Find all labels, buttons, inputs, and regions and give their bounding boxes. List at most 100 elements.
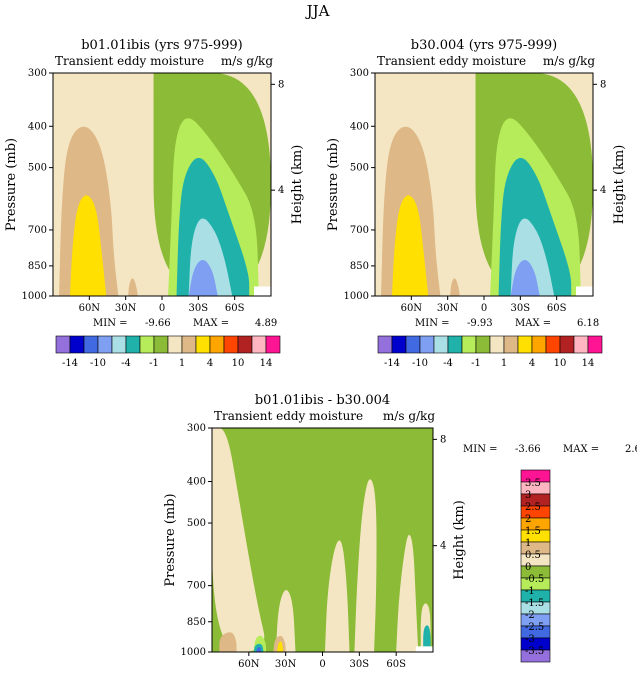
colorbar-swatch (223, 335, 239, 354)
lat-tick-label: 0 (159, 303, 165, 314)
colorbar-label: 2.5 (525, 502, 541, 513)
pressure-tick-label: 300 (187, 423, 206, 434)
negative-patch (423, 625, 431, 652)
lat-tick-label: 30N (115, 303, 137, 314)
panel-subtitle-right: m/s g/kg (543, 54, 595, 68)
lat-tick-label: 30S (189, 303, 209, 314)
colorbar-label: -2.5 (525, 622, 544, 633)
panel-subtitle-right: m/s g/kg (383, 409, 435, 423)
colorbar-label: 4 (207, 358, 213, 369)
height-tick-label: 8 (440, 434, 446, 445)
pressure-tick-label: 850 (187, 617, 206, 628)
pressure-tick-label: 400 (187, 477, 206, 488)
colorbar-swatch (55, 335, 71, 354)
colorbar-label: 3 (525, 490, 531, 501)
colorbar-swatch (139, 335, 155, 354)
contour-band-tan-small (128, 278, 138, 296)
min-value: -9.93 (467, 318, 493, 329)
colorbar-swatch (419, 335, 435, 354)
max-label: MAX = (515, 318, 551, 329)
colorbar-swatch (97, 335, 113, 354)
pressure-tick-label: 700 (28, 225, 47, 236)
colorbar-label: 10 (554, 358, 567, 369)
positive-field-north (212, 428, 265, 652)
lat-tick-label: 60S (386, 659, 406, 670)
panel-bottom: 300 400 500 700 850 1000 8 4 60N 30N 0 30S 60S Pressu… (163, 393, 637, 670)
colorbar-swatch (195, 335, 211, 354)
min-value: -3.66 (515, 444, 541, 455)
lat-tick-label: 60S (225, 303, 245, 314)
colorbar-swatch (587, 335, 603, 354)
colorbar-label: 1 (179, 358, 185, 369)
colorbar-label: 1 (501, 358, 507, 369)
colorbar-label: -0.5 (525, 574, 544, 585)
colorbar-swatch (265, 335, 281, 354)
height-tick-label: 8 (278, 79, 284, 90)
colorbar-swatch (391, 335, 407, 354)
contour-band-gold (69, 195, 107, 296)
colorbar-label: -10 (412, 358, 428, 369)
lat-tick-label: 60S (547, 303, 567, 314)
lat-tick-label: 0 (319, 659, 325, 670)
missing-data (415, 646, 433, 652)
pressure-tick-label: 700 (350, 225, 369, 236)
colorbar-label: 1 (525, 538, 531, 549)
colorbar-label: -3.5 (525, 646, 544, 657)
max-value: 4.89 (255, 318, 277, 329)
colorbar-swatch (433, 335, 449, 354)
colorbar-swatch (447, 335, 463, 354)
colorbar-label: -4 (121, 358, 131, 369)
pressure-tick-label: 300 (350, 68, 369, 79)
panel-subtitle-right: m/s g/kg (221, 54, 273, 68)
ylabel-right: Height (km) (290, 145, 305, 225)
pressure-tick-label: 500 (350, 163, 369, 174)
colorbar-swatch (531, 335, 547, 354)
pressure-tick-label: 1000 (181, 647, 206, 658)
max-value: 6.18 (577, 318, 599, 329)
pressure-tick-label: 300 (28, 68, 47, 79)
lat-tick-label: 30N (275, 659, 297, 670)
missing-data (254, 286, 271, 296)
height-tick-label: 4 (600, 185, 606, 196)
colorbar-label: 1.5 (525, 526, 541, 537)
panel-subtitle-left: Transient eddy moisture (214, 409, 363, 423)
ylabel: Pressure (mb) (163, 493, 178, 586)
pressure-tick-label: 1000 (22, 291, 47, 302)
colorbar-swatch (573, 335, 589, 354)
colorbar-label: -3 (525, 634, 535, 645)
pressure-tick-label: 400 (350, 121, 369, 132)
colorbar-swatch (209, 335, 225, 354)
positive-patch (277, 641, 284, 652)
colorbar-swatch (503, 335, 519, 354)
lat-tick-label: 60N (79, 303, 101, 314)
panel-title: b01.01ibis - b30.004 (255, 393, 390, 408)
positive-patch (219, 632, 237, 652)
pressure-tick-label: 700 (187, 581, 206, 592)
positive-patch (396, 534, 419, 652)
colorbar-swatch (69, 335, 85, 354)
colorbar-swatch (475, 335, 491, 354)
pressure-tick-label: 850 (350, 261, 369, 272)
lat-tick-label: 0 (481, 303, 487, 314)
max-label: MAX = (563, 444, 599, 455)
colorbar-label: 14 (260, 358, 273, 369)
panel-top-right: 300 400 500 700 850 1000 8 4 60N 30N 0 30S 60S Pressu… (326, 38, 627, 369)
min-value: -9.66 (145, 318, 171, 329)
panel-title: b30.004 (yrs 975-999) (411, 38, 557, 53)
colorbar-swatch (181, 335, 197, 354)
height-tick-label: 4 (278, 185, 284, 196)
pressure-tick-label: 850 (28, 261, 47, 272)
min-label: MIN = (415, 318, 450, 329)
colorbar-label: 14 (582, 358, 595, 369)
colorbar-label: -14 (62, 358, 78, 369)
colorbar-swatch (520, 649, 551, 663)
height-tick-label: 4 (440, 541, 446, 552)
colorbar-swatch (153, 335, 169, 354)
lat-tick-label: 30N (437, 303, 459, 314)
colorbar-swatch (83, 335, 99, 354)
max-label: MAX = (193, 318, 229, 329)
panel-subtitle-left: Transient eddy moisture (377, 54, 526, 68)
pressure-tick-label: 500 (187, 518, 206, 529)
